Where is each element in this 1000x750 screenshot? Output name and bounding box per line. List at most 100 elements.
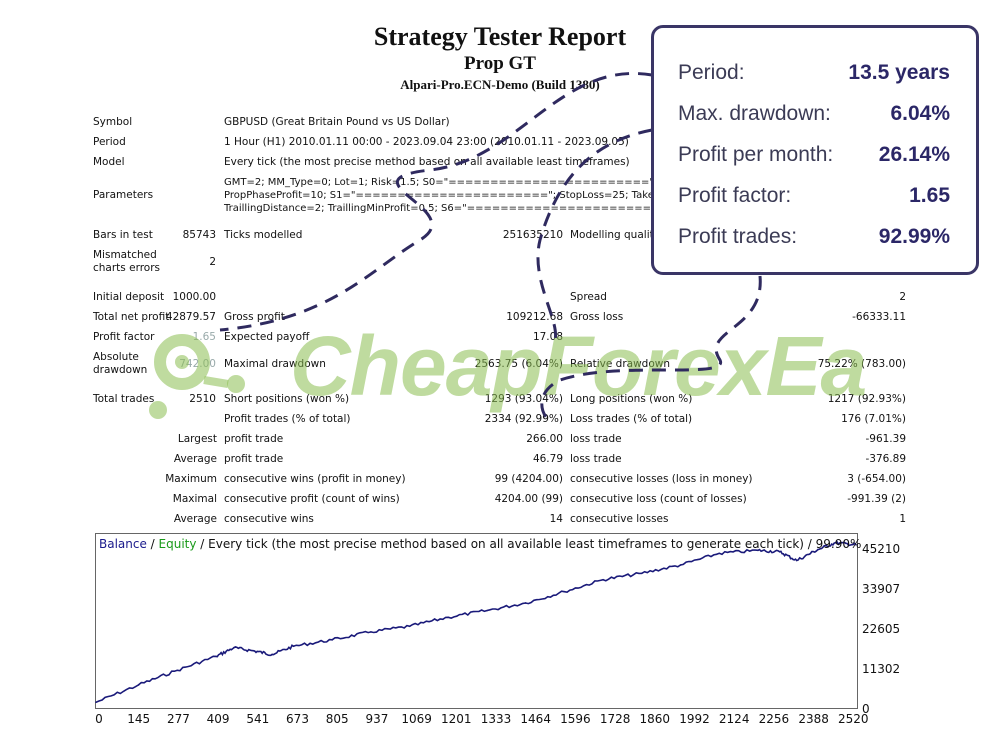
symbol-label: Symbol — [93, 116, 133, 128]
loss-trades-label: Loss trades (% of total) — [570, 413, 693, 425]
bars-label: Bars in test — [93, 229, 153, 241]
data-point — [602, 578, 604, 581]
maximal-loss-value: -991.39 (2) — [847, 493, 906, 505]
x-tick-label: 2124 — [718, 712, 750, 726]
spread-label: Spread — [570, 291, 607, 303]
gross-profit-label: Gross profit — [224, 311, 285, 323]
data-point — [486, 609, 488, 612]
legend-balance: Balance — [99, 537, 147, 551]
max-cons-wins-value: 99 (4204.00) — [494, 473, 563, 485]
largest-profit-value: 266.00 — [526, 433, 563, 445]
data-point — [271, 653, 273, 656]
x-tick-label: 2256 — [758, 712, 790, 726]
ticks-label: Ticks modelled — [224, 229, 303, 241]
expected-payoff-label: Expected payoff — [224, 331, 310, 343]
data-point — [95, 701, 97, 704]
legend-separator: / — [146, 537, 159, 551]
short-positions-label: Short positions (won %) — [224, 393, 350, 405]
data-point — [447, 616, 450, 619]
parameters-line-3: TraillingDistance=2; TraillingMinProfit=… — [224, 203, 891, 214]
data-point — [331, 639, 334, 641]
short-positions-value: 1293 (93.04%) — [484, 393, 563, 405]
data-point — [778, 551, 781, 553]
server-build: Alpari-Pro.ECN-Demo (Build 1380) — [400, 77, 600, 92]
total-trades-label: Total trades — [93, 393, 155, 405]
data-point — [855, 543, 857, 546]
period-value: 1 Hour (H1) 2010.01.11 00:00 - 2023.09.0… — [224, 136, 629, 148]
data-point — [795, 559, 798, 562]
average-label: Average — [173, 453, 217, 465]
avg-cons-losses-value: 1 — [899, 513, 906, 525]
avg-cons-wins-label: consecutive wins — [224, 513, 314, 525]
maximal-profit-value: 4204.00 (99) — [494, 493, 563, 505]
callout-drawdown-label: Max. drawdown: — [678, 102, 831, 125]
max-cons-losses-label: consecutive losses (loss in money) — [570, 473, 753, 485]
callout-period-value: 13.5 years — [848, 61, 950, 84]
data-point — [679, 564, 682, 566]
period-label: Period — [93, 136, 126, 148]
x-tick-label: 1596 — [560, 712, 591, 726]
data-point — [524, 602, 527, 604]
long-positions-label: Long positions (won %) — [570, 393, 693, 405]
gross-profit-value: 109212.68 — [506, 311, 563, 323]
data-point — [176, 669, 179, 672]
largest-loss-value: -961.39 — [865, 433, 906, 445]
average-profit-label: profit trade — [224, 453, 284, 465]
abs-drawdown-label-1: Absolute — [93, 351, 139, 363]
avg-cons-wins-value: 14 — [549, 513, 563, 525]
model-value: Every tick (the most precise method base… — [224, 156, 630, 168]
y-tick-label: 0 — [862, 702, 870, 716]
callout-profit-trades-value: 92.99% — [878, 225, 950, 248]
callout-profit-trades-label: Profit trades: — [678, 225, 798, 248]
data-point — [370, 631, 372, 633]
data-point — [640, 572, 643, 575]
parameters-line-1: GMT=2; MM_Type=0; Lot=1; Risk=1.5; S0="=… — [224, 177, 939, 188]
initial-deposit-label: Initial deposit — [93, 291, 165, 303]
maximal-label: Maximal — [172, 493, 217, 505]
chart-legend: Balance / Equity / Every tick (the most … — [99, 537, 861, 551]
symbol-value: GBPUSD (Great Britain Pound vs US Dollar… — [224, 116, 450, 128]
mismatch-value: 2 — [209, 256, 216, 268]
balance-chart — [95, 533, 858, 709]
largest-loss-label: loss trade — [570, 433, 622, 445]
average-loss-value: -376.89 — [865, 453, 906, 465]
bars-value: 85743 — [182, 229, 216, 241]
maximal-profit-label: consecutive profit (count of wins) — [224, 493, 400, 505]
x-tick-label: 0 — [95, 712, 103, 726]
parameters-line-2: PropPhaseProfit=10; S1="================… — [224, 190, 797, 201]
profit-trades-label: Profit trades (% of total) — [224, 413, 351, 425]
series-line-balance — [95, 540, 857, 703]
data-point — [137, 684, 140, 686]
x-tick-label: 1728 — [599, 712, 631, 726]
callout-profit-per-month-label: Profit per month: — [678, 143, 834, 166]
data-point — [817, 548, 819, 551]
maximum-label: Maximum — [165, 473, 217, 485]
net-profit-label: Total net profit — [93, 311, 170, 323]
parameters-label: Parameters — [93, 189, 154, 201]
largest-profit-label: profit trade — [224, 433, 284, 445]
profit-trades-value: 2334 (92.99%) — [484, 413, 563, 425]
x-tick-label: 145 — [127, 712, 151, 726]
model-label: Model — [93, 156, 125, 168]
initial-deposit-value: 1000.00 — [172, 291, 216, 303]
legend-equity: Equity — [158, 537, 197, 551]
ticks-value: 251635210 — [502, 229, 563, 241]
report-title: Strategy Tester Report — [373, 22, 627, 51]
average-loss-label: loss trade — [570, 453, 622, 465]
net-profit-value: 42879.57 — [165, 311, 216, 323]
x-tick-label: 1860 — [639, 712, 671, 726]
x-tick-label: 673 — [286, 712, 309, 726]
x-tick-label: 1069 — [401, 712, 432, 726]
data-point — [408, 625, 411, 628]
max-cons-losses-value: 3 (-654.00) — [847, 473, 906, 485]
maximal-loss-label: consecutive loss (count of losses) — [570, 493, 747, 505]
average-profit-value: 46.79 — [532, 453, 563, 465]
gross-loss-value: -66333.11 — [852, 311, 906, 323]
y-tick-label: 33907 — [862, 582, 901, 596]
x-tick-label: 937 — [365, 712, 389, 726]
max-drawdown-value: 2563.75 (6.04%) — [474, 358, 563, 370]
x-tick-label: 2520 — [838, 712, 869, 726]
data-point — [718, 552, 721, 555]
gross-loss-label: Gross loss — [570, 311, 624, 323]
